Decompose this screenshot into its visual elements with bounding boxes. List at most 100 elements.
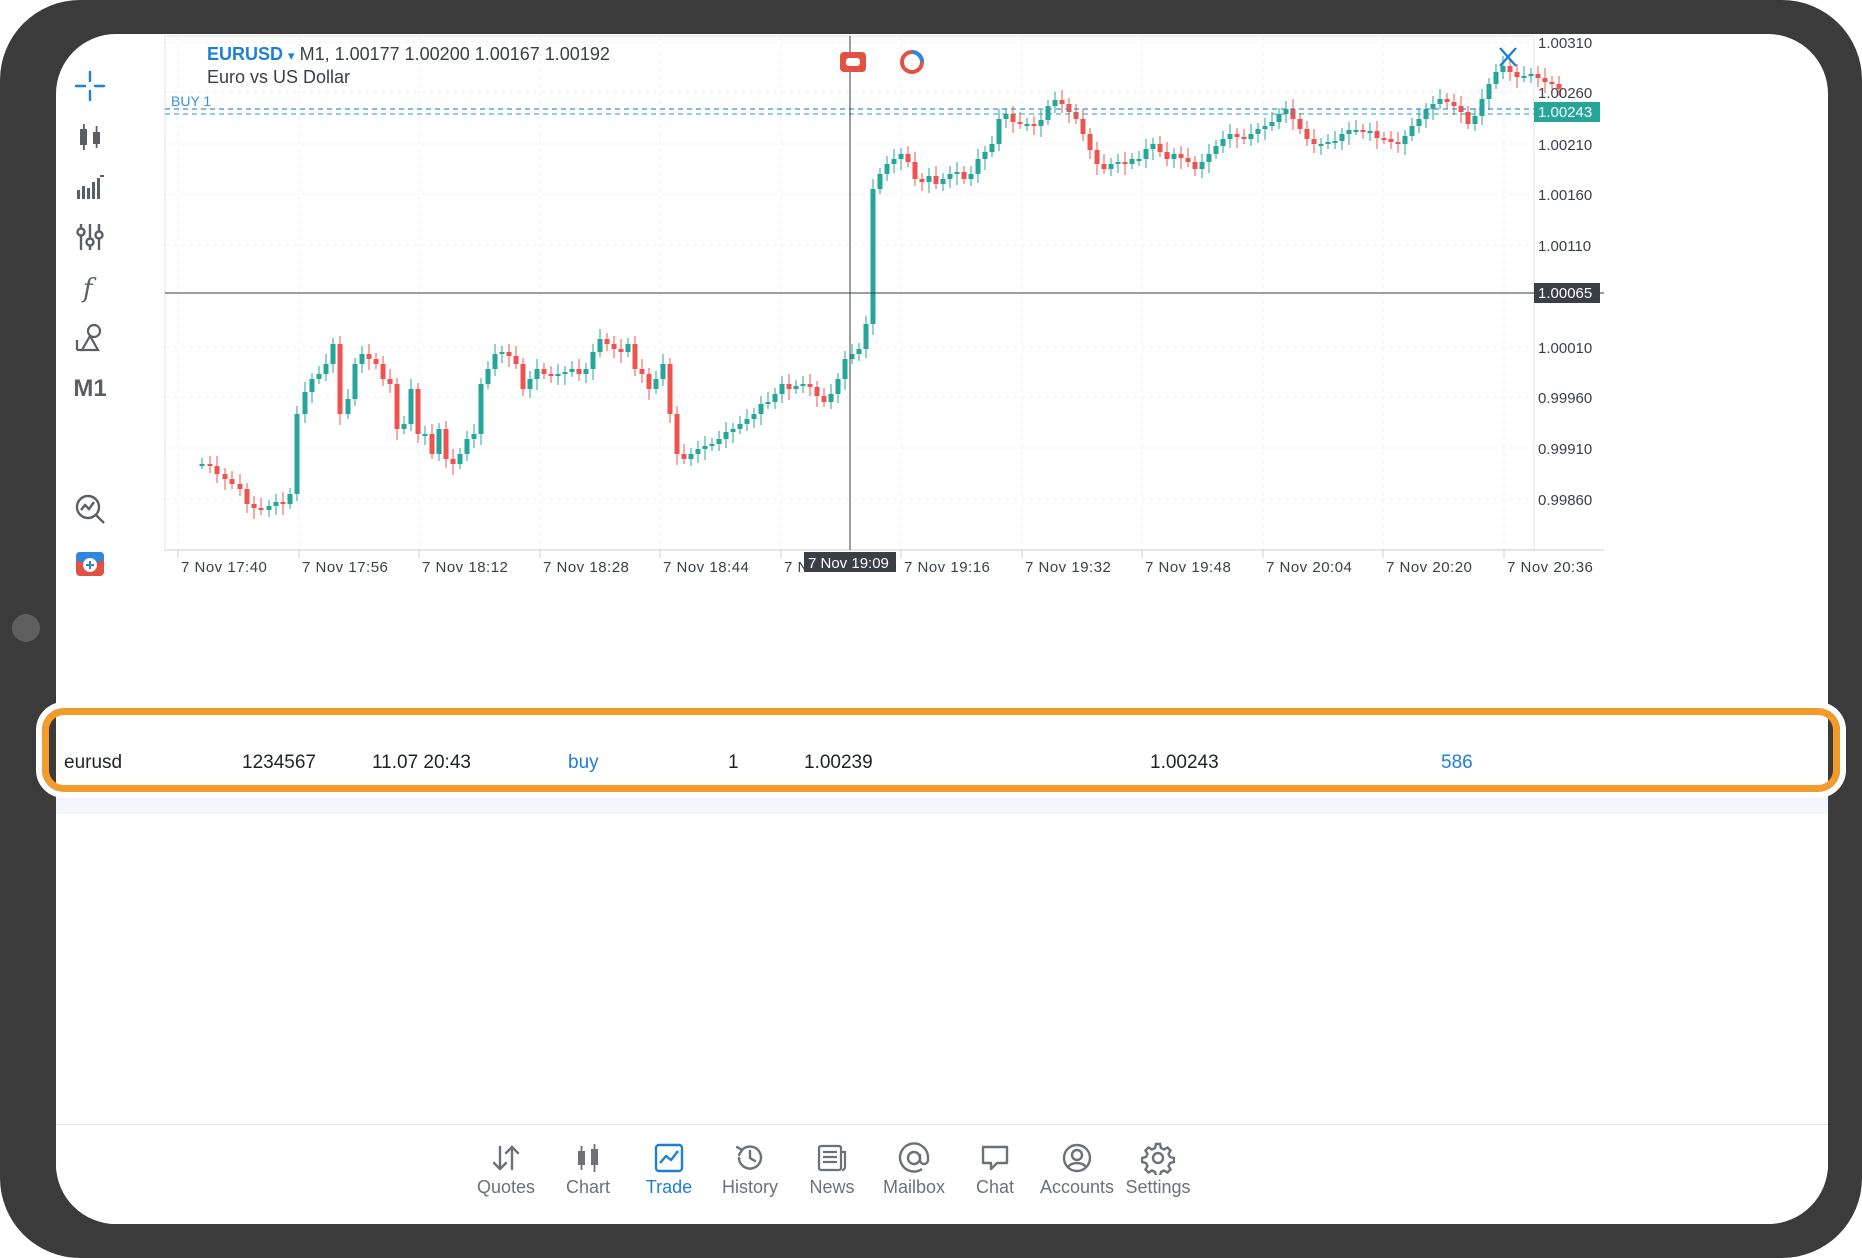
tab-label: Chart: [565, 1177, 610, 1197]
volume-bars-icon[interactable]: [70, 167, 110, 207]
candle-body: [199, 464, 205, 466]
trade-icon: [654, 1143, 684, 1173]
symbol-name[interactable]: EURUSD: [207, 44, 284, 64]
trade-panel-icon[interactable]: [840, 52, 866, 72]
candle-body: [1220, 139, 1226, 146]
candle-body: [849, 354, 855, 359]
candle-body: [1472, 116, 1478, 124]
price-axis-label: 0.99960: [1538, 390, 1592, 407]
one-click-trading-icon[interactable]: [70, 544, 110, 584]
mailbox-icon: [898, 1142, 930, 1173]
candle-body: [380, 364, 386, 379]
candle-body: [681, 454, 687, 459]
tab-chat[interactable]: Chat: [945, 1133, 1045, 1213]
candle-body: [1465, 112, 1471, 124]
candle-body: [1374, 131, 1380, 138]
candle-body: [653, 379, 659, 389]
candle-body: [1360, 130, 1366, 132]
function-icon[interactable]: f: [70, 267, 110, 307]
front-camera: [12, 614, 40, 642]
tab-trade[interactable]: Trade: [619, 1133, 719, 1213]
tab-label: Accounts: [1039, 1177, 1115, 1197]
candle-body: [323, 364, 329, 374]
crosshair-icon[interactable]: [70, 66, 110, 106]
time-axis-label: 7 Nov 20:20: [1386, 559, 1472, 576]
svg-text:f: f: [81, 274, 97, 304]
price-chart[interactable]: 1.00310 1.00260 1.00210 1.00160 1.00110 1.000…: [128, 34, 1828, 684]
candle-body: [1171, 154, 1177, 159]
candle-body: [499, 352, 505, 354]
candle-body: [842, 359, 848, 379]
candle-body: [345, 399, 351, 414]
timeframe-m1[interactable]: M1: [73, 375, 107, 402]
candle-body: [1549, 82, 1555, 84]
crosshair-price-tag: [1534, 283, 1600, 303]
candle-body: [534, 369, 540, 379]
candle-body: [800, 384, 806, 386]
candle-body: [1234, 134, 1240, 137]
chart-toolbar: f M1: [56, 34, 126, 674]
candle-body: [471, 434, 477, 439]
position-symbol: eurusd: [64, 752, 123, 773]
candle-body: [443, 429, 449, 459]
candlestick-icon[interactable]: [70, 117, 110, 157]
candle-body: [982, 152, 988, 159]
time-axis-label: 7 Nov 20:36: [1507, 559, 1593, 576]
app-screen: f M1 1.00310 1.00260 1.00210 1.00160 1.00110…: [56, 34, 1828, 1224]
candle-body: [1535, 74, 1541, 78]
tab-accounts[interactable]: Accounts: [1027, 1133, 1127, 1213]
settings-icon: [1141, 1142, 1175, 1175]
candle-body: [1500, 66, 1506, 72]
bottom-tab-bar: Quotes Chart Trade History News Mailbox …: [56, 1124, 1828, 1224]
objects-icon[interactable]: [70, 317, 110, 357]
candle-body: [1388, 139, 1394, 142]
candle-body: [548, 374, 554, 376]
candle-body: [835, 379, 841, 394]
symbol-dropdown-icon[interactable]: ▾: [288, 48, 295, 63]
candle-body: [1479, 99, 1485, 116]
tab-history[interactable]: History: [700, 1133, 800, 1213]
time-axis-label: 7 N: [784, 559, 809, 576]
candle-body: [229, 479, 235, 484]
candle-body: [625, 344, 631, 352]
candle-body: [730, 429, 736, 432]
candle-body: [898, 154, 904, 159]
candle-body: [429, 434, 435, 454]
position-highlight-outline: [36, 702, 1846, 798]
candle-body: [569, 369, 575, 372]
tab-chart[interactable]: Chart: [538, 1133, 638, 1213]
candle-body: [1507, 66, 1513, 72]
candle-body: [632, 344, 638, 369]
candle-body: [1318, 144, 1324, 146]
candle-body: [814, 387, 820, 396]
candle-body: [207, 464, 213, 466]
candle-body: [1094, 150, 1100, 164]
chart-canvas[interactable]: 1.00310 1.00260 1.00210 1.00160 1.00110 1.000…: [128, 34, 1828, 684]
analytics-icon[interactable]: [70, 489, 110, 529]
candle-body: [1556, 84, 1562, 89]
candle-body: [330, 344, 336, 364]
candle-body: [1024, 124, 1030, 126]
close-chart-icon[interactable]: [1499, 47, 1517, 67]
candle-body: [309, 379, 315, 392]
tab-news[interactable]: News: [782, 1133, 882, 1213]
indicator-sliders-icon[interactable]: [70, 217, 110, 257]
candle-body: [828, 394, 834, 402]
history-icon: [735, 1145, 763, 1170]
candle-body: [1262, 126, 1268, 129]
candle-body: [280, 502, 286, 504]
candle-body: [919, 179, 925, 182]
depth-of-market-icon[interactable]: [900, 50, 924, 74]
trade-panel-icon-slot: [846, 58, 860, 66]
candle-body: [1017, 122, 1023, 124]
current-price-tag: [1534, 102, 1600, 122]
candle-body: [660, 364, 666, 379]
candle-body: [1332, 141, 1338, 143]
candle-body: [1038, 120, 1044, 126]
candle-body: [401, 424, 407, 429]
tab-settings[interactable]: Settings: [1108, 1133, 1208, 1213]
candle-body: [1269, 122, 1275, 126]
tab-mailbox[interactable]: Mailbox: [864, 1133, 964, 1213]
candle-body: [337, 344, 343, 414]
tab-quotes[interactable]: Quotes: [456, 1133, 556, 1213]
